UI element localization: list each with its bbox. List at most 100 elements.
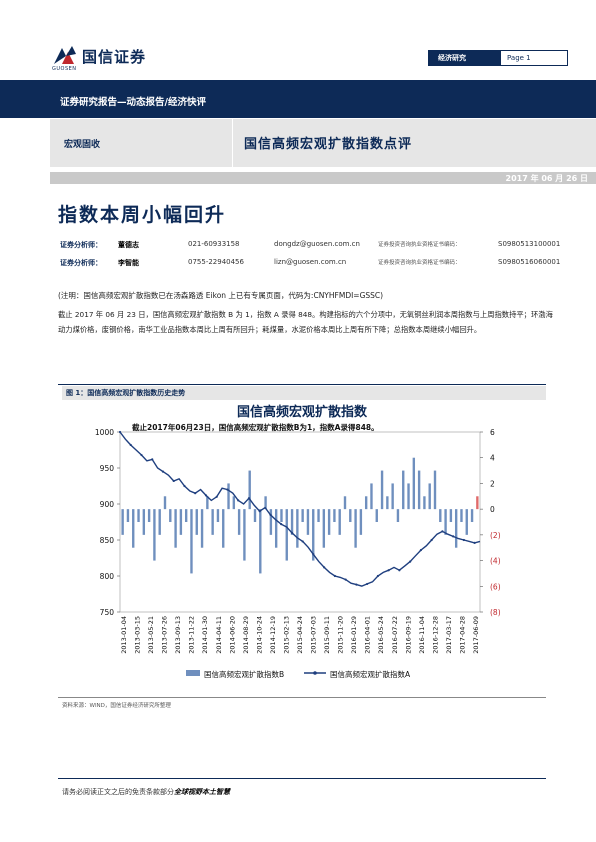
line-a-point xyxy=(441,530,444,533)
bar-b xyxy=(386,496,389,510)
bar-b xyxy=(412,457,416,510)
x-axis-label: 2013-07-26 xyxy=(161,616,169,654)
bar-b xyxy=(439,509,442,522)
bar-b xyxy=(222,509,225,548)
line-a-point xyxy=(280,523,283,526)
analyst-name: 李智能 xyxy=(118,259,139,267)
bar-b xyxy=(375,509,378,522)
bar-b xyxy=(460,509,463,522)
analyst-label: 证券分析师： xyxy=(60,241,102,249)
bar-b xyxy=(259,509,262,574)
right-axis-label: (2) xyxy=(490,531,501,540)
bar-b xyxy=(163,496,167,510)
bar-b xyxy=(211,509,214,535)
bar-b xyxy=(465,509,468,535)
bar-b xyxy=(132,509,135,548)
line-a-point xyxy=(430,538,433,542)
date-band xyxy=(50,172,596,184)
line-a-point xyxy=(462,538,465,542)
line-a-point xyxy=(118,430,122,434)
bar-b xyxy=(407,483,410,510)
report-type: 证券研究报告—动态报告/经济快评 xyxy=(60,97,206,108)
bar-b xyxy=(126,509,130,522)
x-axis-label: 2015-09-11 xyxy=(323,616,331,654)
line-a-point xyxy=(473,541,476,544)
bar-b xyxy=(338,509,341,535)
report-category: 经济研究 xyxy=(428,50,500,66)
bar-b xyxy=(312,509,315,561)
bar-b xyxy=(290,509,294,535)
report-title: 国信高频宏观扩散指数点评 xyxy=(244,137,413,152)
guosen-logo: 国信证券 GUOSEN xyxy=(52,44,172,72)
x-axis-label: 2015-02-13 xyxy=(282,616,290,654)
summary-paragraph: 截止 2017 年 06 月 23 日，国信高频宏观扩散指数 B 为 1，指数 … xyxy=(58,310,553,334)
line-a-point xyxy=(366,582,369,586)
bar-b xyxy=(301,509,304,522)
bar-b xyxy=(269,509,273,535)
line-a-point xyxy=(215,495,218,498)
guosen-logo-icon xyxy=(54,46,76,64)
footer-slogan: 全球视野本土智慧 xyxy=(174,788,230,796)
bar-b xyxy=(232,496,236,510)
bar-b xyxy=(449,509,453,522)
legend-swatch-b xyxy=(186,670,200,676)
line-a-point xyxy=(409,560,412,563)
analyst-name: 董德志 xyxy=(118,241,139,249)
right-axis-label: 0 xyxy=(490,505,495,514)
analyst-email[interactable]: lizn@guosen.com.cn xyxy=(274,258,347,266)
analyst-row: 证券分析师： 董德志 021-60933158 dongdz@guosen.co… xyxy=(60,240,580,252)
x-axis-label: 2016-09-19 xyxy=(404,616,412,654)
left-axis-label: 750 xyxy=(100,608,115,617)
bar-b xyxy=(391,483,394,510)
analyst-email[interactable]: dongdz@guosen.com.cn xyxy=(274,240,360,248)
x-axis-label: 2015-07-03 xyxy=(310,616,318,654)
plot-area xyxy=(119,431,481,613)
cert-label: 证券投资咨询执业资格证书编码： xyxy=(378,260,461,266)
line-a-point xyxy=(376,574,380,578)
bar-b xyxy=(354,509,357,548)
x-axis-label: 2017-04-28 xyxy=(458,616,466,654)
eikon-note: (注明：国信高频宏观扩散指数已在汤森路透 Eikon 上已有专属页面，代码为:C… xyxy=(58,291,384,300)
line-a-point xyxy=(333,574,337,578)
brand-name: 国信证券 xyxy=(82,48,147,66)
line-a-point xyxy=(247,497,251,500)
bar-b xyxy=(174,509,177,548)
bar-b xyxy=(380,470,384,510)
bar-b xyxy=(423,496,426,510)
line-a-point xyxy=(258,510,261,513)
right-axis-label: 2 xyxy=(490,479,495,488)
bar-b xyxy=(428,483,431,510)
x-axis-label: 2016-07-22 xyxy=(391,616,399,654)
line-a-point xyxy=(312,553,315,556)
bar-b xyxy=(333,509,336,522)
bar-b xyxy=(274,509,278,548)
bar-b xyxy=(470,509,474,522)
figure-top-rule xyxy=(58,384,546,385)
bar-b xyxy=(243,509,246,561)
bar-b xyxy=(349,509,352,522)
bar-b xyxy=(359,509,363,535)
bar-b xyxy=(306,509,310,535)
legend-label-a: 国信高频宏观扩散指数A xyxy=(330,669,411,679)
x-axis-label: 2016-01-29 xyxy=(350,616,358,654)
left-axis-label: 800 xyxy=(100,572,115,581)
bar-b xyxy=(137,509,140,522)
header-band xyxy=(0,80,596,118)
line-a-point xyxy=(183,484,186,488)
footer-disclaimer: 请务必阅读正文之后的免责条款部分全球视野本土智慧 xyxy=(62,788,230,796)
bar-b xyxy=(158,509,161,535)
line-a-point xyxy=(398,569,401,572)
line-a-point xyxy=(161,470,165,473)
bar-b xyxy=(454,509,458,548)
line-a-point xyxy=(237,499,240,502)
line-a-point xyxy=(269,513,272,516)
line-a-point xyxy=(151,458,154,461)
x-axis-label: 2017-06-09 xyxy=(472,616,480,654)
page-number: Page 1 xyxy=(500,50,568,66)
bar-b xyxy=(142,509,146,535)
right-axis-label: (8) xyxy=(490,608,501,617)
chart-container: 国信高频宏观扩散指数 截止2017年06月23日，国信高频宏观扩散指数B为1，指… xyxy=(58,404,546,692)
line-a-point xyxy=(129,443,132,447)
x-axis-label: 2013-01-04 xyxy=(120,616,128,654)
line-a-point xyxy=(387,569,390,572)
